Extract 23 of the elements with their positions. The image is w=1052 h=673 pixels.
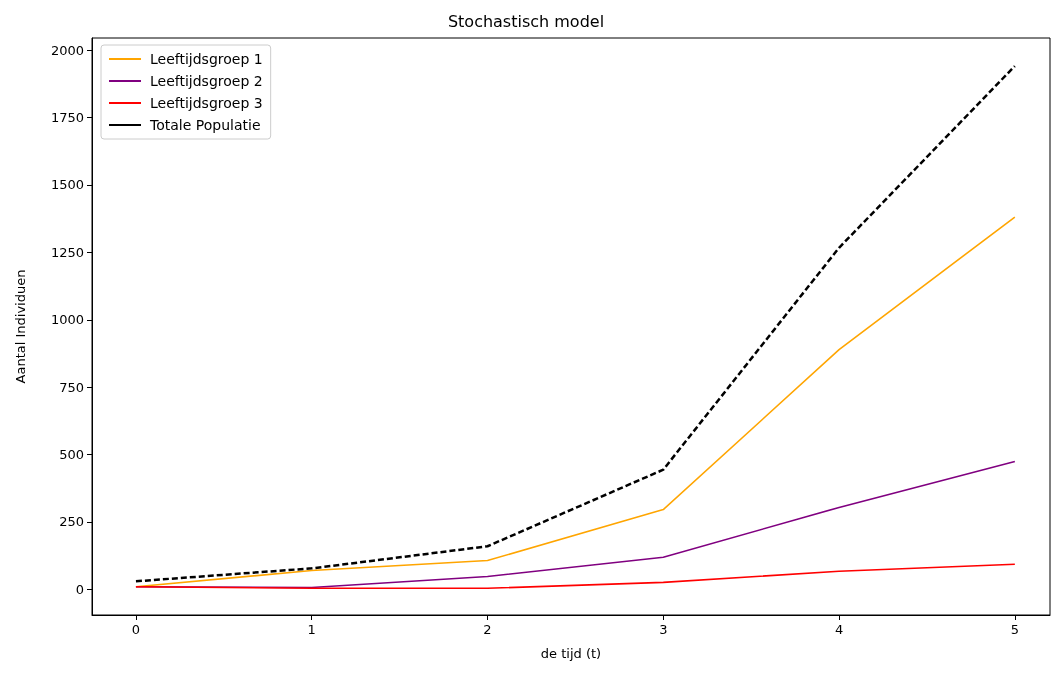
x-tick-label: 4: [834, 622, 844, 637]
y-axis-title: Aantal Individuen: [13, 269, 28, 384]
legend-label: Leeftijdsgroep 3: [150, 95, 263, 111]
y-tick-label: 1500: [50, 177, 84, 193]
x-axis-title: de tijd (t): [540, 646, 602, 661]
line-series: [135, 563, 1016, 590]
x-tick-label: 1: [307, 622, 316, 637]
y-tick-label: 2000: [50, 42, 84, 58]
x-tick-label: 5: [1010, 622, 1019, 637]
x-tick-label: 0: [131, 622, 141, 637]
y-tick-label: 1750: [50, 110, 84, 126]
x-tick-label: 3: [659, 622, 668, 637]
y-tick-label: 250: [59, 514, 84, 530]
legend-label: Leeftijdsgroep 2: [150, 73, 263, 89]
x-tick-label: 2: [483, 622, 492, 637]
legend-label: Leeftijdsgroep 1: [150, 51, 263, 67]
y-tick-label: 0: [75, 581, 84, 597]
chart-title: Stochastisch model: [447, 11, 605, 31]
y-tick-label: 500: [59, 447, 84, 463]
legend-label: Totale Populatie: [149, 117, 261, 133]
y-tick-label: 1250: [50, 244, 84, 260]
y-tick-label: 1000: [50, 312, 84, 328]
y-tick-label: 750: [59, 379, 84, 395]
